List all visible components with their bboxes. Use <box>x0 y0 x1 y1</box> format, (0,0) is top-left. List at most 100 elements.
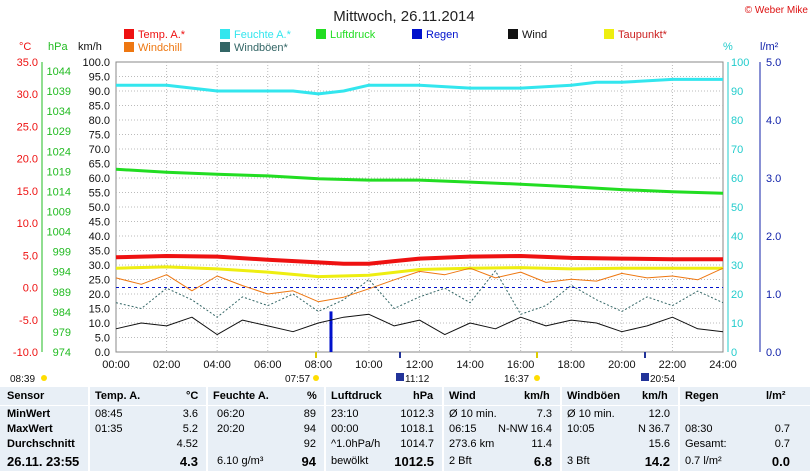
pressure-tick-label: 1009 <box>47 207 71 219</box>
wind-value: 11.4 <box>531 438 552 450</box>
pressure-tick-label: 1024 <box>47 146 71 158</box>
stats-header-gust-unit: km/h <box>642 390 668 402</box>
current-temp-value: 4.3 <box>179 454 198 469</box>
wind-time: Ø 10 min. <box>449 408 497 420</box>
legend-swatch <box>220 29 230 39</box>
stats-header-rain-unit: l/m² <box>766 390 786 402</box>
wind-axis-unit: km/h <box>78 41 102 53</box>
rain-tick-label: 5.0 <box>766 57 781 69</box>
legend-swatch <box>604 29 614 39</box>
temp-tick-label: 5.0 <box>23 250 38 262</box>
press-value: 1018.1 <box>400 423 434 435</box>
time-tick-label: 02:00 <box>153 359 181 371</box>
humidity-tick-label: 40 <box>731 231 743 243</box>
temp-tick-label: 35.0 <box>17 57 38 69</box>
hum-time: 20:20 <box>217 423 245 435</box>
chart-axes: 100.095.090.085.080.075.070.065.060.055.… <box>13 57 781 371</box>
current-rain-value: 0.0 <box>771 454 790 469</box>
humidity-tick-label: 60 <box>731 173 743 185</box>
pressure-tick-label: 1029 <box>47 126 71 138</box>
legend-label: Regen <box>426 29 458 41</box>
pressure-tick-label: 1014 <box>47 186 71 198</box>
pressure-tick-label: 994 <box>53 267 71 279</box>
legend-swatch <box>412 29 422 39</box>
stats-header-hum-unit: % <box>307 390 317 402</box>
press-time: 00:00 <box>331 423 359 435</box>
pressure-tick-label: 1034 <box>47 106 71 118</box>
current-stats-row-label: 26.11. 23:55 <box>7 454 80 469</box>
stats-header-press: Luftdruck <box>331 390 382 402</box>
rain-tick-label: 1.0 <box>766 289 781 301</box>
wind-tick-label: 65.0 <box>89 159 110 171</box>
temp-tick-label: -5.0 <box>19 315 38 327</box>
wind-time: 06:15 <box>449 423 477 435</box>
wind-tick-label: 50.0 <box>89 202 110 214</box>
temp-tick-label: 20.0 <box>17 154 38 166</box>
time-tick-label: 20:00 <box>608 359 636 371</box>
gust-time: Ø 10 min. <box>567 408 615 420</box>
sun-icon <box>41 375 47 381</box>
series-line <box>115 265 723 279</box>
legend-swatch <box>220 42 230 52</box>
plot-area <box>115 77 724 352</box>
wind-tick-label: 30.0 <box>89 260 110 272</box>
press-value: 1014.7 <box>400 438 434 450</box>
hum-time: 06:20 <box>217 408 245 420</box>
legend-swatch <box>124 42 134 52</box>
sunset-time: 16:37 <box>504 374 529 385</box>
rain-tick-label: 4.0 <box>766 115 781 127</box>
time-tick-label: 16:00 <box>507 359 535 371</box>
time-tick-label: 12:00 <box>406 359 434 371</box>
series-line <box>116 77 723 96</box>
humidity-tick-label: 30 <box>731 260 743 272</box>
humidity-tick-label: 100 <box>731 57 749 69</box>
wind-tick-label: 80.0 <box>89 115 110 127</box>
current-hum-value: 94 <box>301 454 316 469</box>
temp-time: 01:35 <box>95 423 123 435</box>
gust-time: 10:05 <box>567 423 595 435</box>
time-tick-label: 00:00 <box>102 359 130 371</box>
hum-value: 94 <box>303 423 316 435</box>
wind-value: 16.4 <box>530 423 552 435</box>
stats-header-temp-unit: °C <box>186 390 199 402</box>
current-press-time: bewölkt <box>331 455 369 467</box>
humidity-tick-label: 20 <box>731 289 743 301</box>
wind-tick-label: 45.0 <box>89 217 110 229</box>
wind-tick-label: 75.0 <box>89 130 110 142</box>
legend-swatch <box>124 29 134 39</box>
wind-tick-label: 20.0 <box>89 289 110 301</box>
pressure-tick-label: 1019 <box>47 166 71 178</box>
credit-text: © Weber Mike <box>745 5 809 16</box>
chart-title: Mittwoch, 26.11.2014 <box>333 8 474 25</box>
press-time: 23:10 <box>331 408 359 420</box>
pressure-tick-label: 1004 <box>47 227 71 239</box>
temp-tick-label: 0.0 <box>23 283 38 295</box>
humidity-tick-label: 0 <box>731 347 737 359</box>
wind-tick-label: 55.0 <box>89 188 110 200</box>
time-tick-label: 04:00 <box>203 359 231 371</box>
legend-label: Temp. A.* <box>138 29 186 41</box>
gust-value: 12.0 <box>648 408 670 420</box>
stats-header-wind-unit: km/h <box>524 390 550 402</box>
temp-axis-unit: °C <box>19 41 31 53</box>
wind-tick-label: 40.0 <box>89 231 110 243</box>
wind-tick-label: 70.0 <box>89 144 110 156</box>
stats-table: Sensor Temp. A. °C Feuchte A. % Luftdruc… <box>0 387 810 471</box>
current-hum-time: 6.10 g/m³ <box>217 455 264 467</box>
astro-times: 08:39 07:57 11:12 16:37 20:54 <box>10 352 675 385</box>
moon-icon <box>641 373 649 381</box>
time-tick-label: 08:00 <box>305 359 333 371</box>
sunrise-time: 08:39 <box>10 374 35 385</box>
humidity-tick-label: 70 <box>731 144 743 156</box>
current-gust-time: 3 Bft <box>567 455 590 467</box>
legend-label: Windböen* <box>234 42 289 54</box>
gust-value: 36.7 <box>648 423 670 435</box>
series-line <box>115 270 724 318</box>
humidity-axis-unit: % <box>723 41 733 53</box>
wind-tick-label: 60.0 <box>89 173 110 185</box>
wind-tick-label: 5.0 <box>95 333 110 345</box>
rain-axis-unit: l/m² <box>760 41 779 53</box>
temp-value: 3.6 <box>182 408 198 420</box>
gust-direction: N <box>638 423 646 435</box>
humidity-tick-label: 90 <box>731 86 743 98</box>
